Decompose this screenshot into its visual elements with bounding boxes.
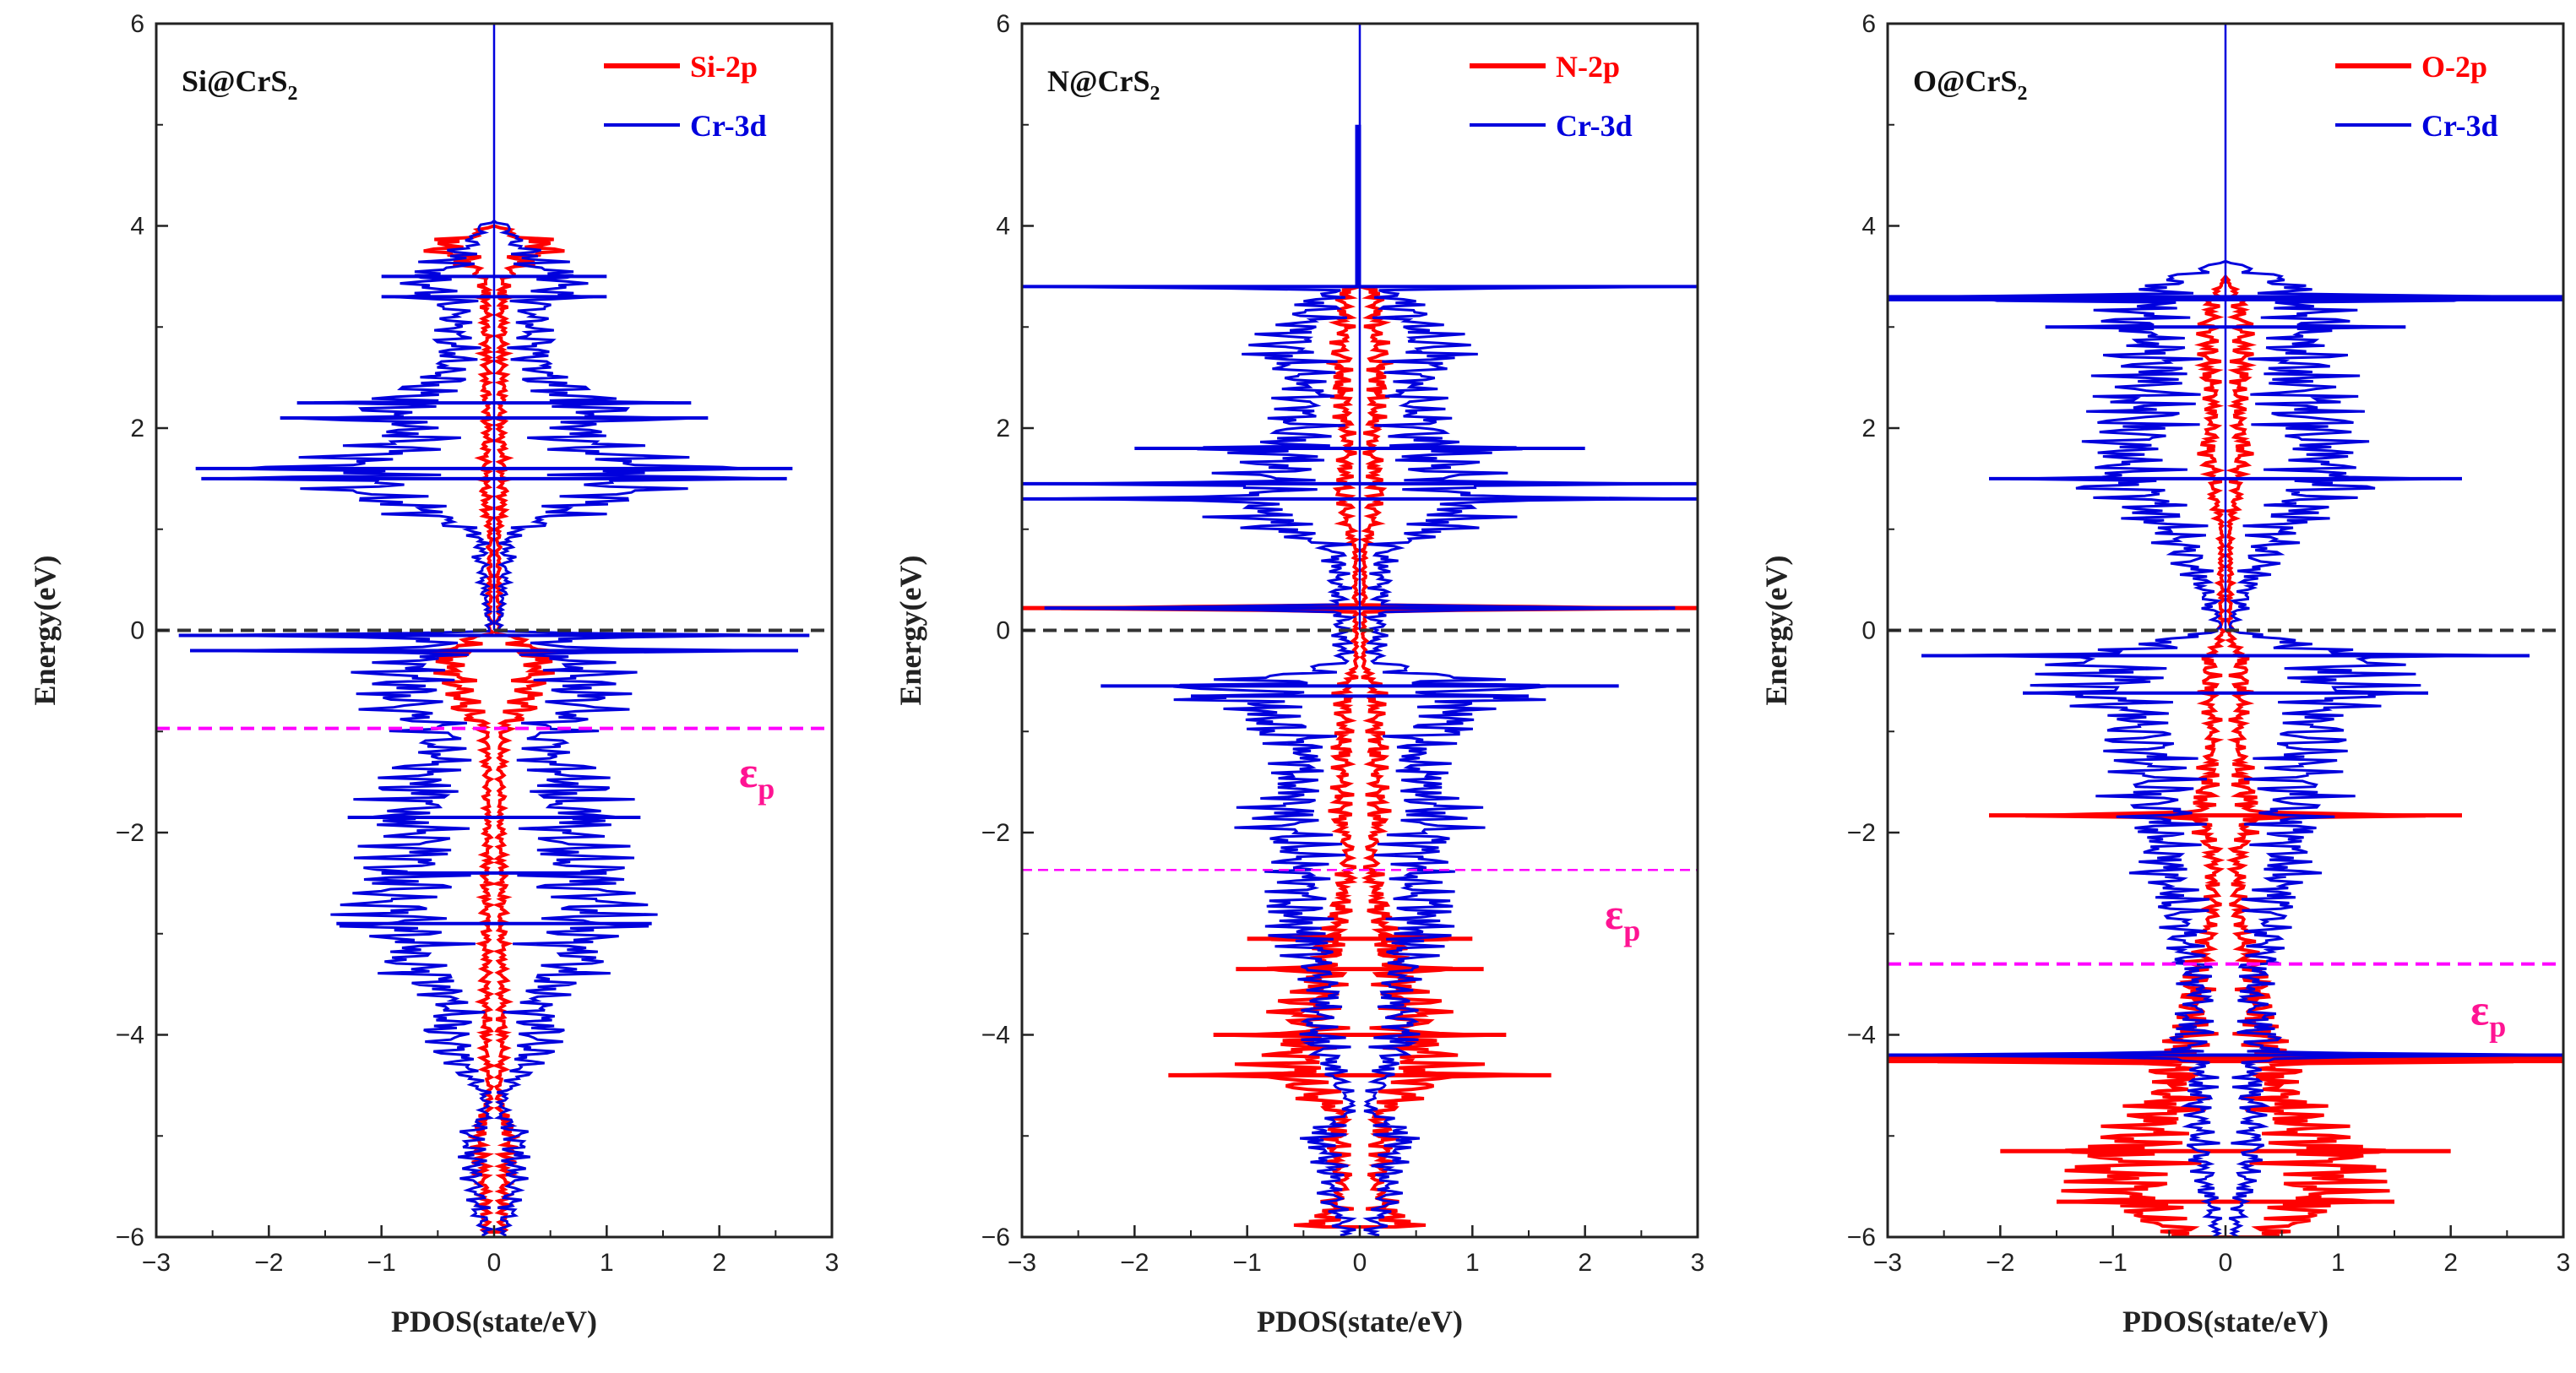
y-tick-label: 6 bbox=[996, 10, 1010, 38]
x-tick-label: 0 bbox=[2219, 1249, 2233, 1277]
x-tick-label: −1 bbox=[2099, 1249, 2128, 1277]
y-axis-title: Energy(eV) bbox=[1759, 556, 1793, 706]
x-tick-label: 0 bbox=[487, 1249, 502, 1277]
x-tick-label: 0 bbox=[1353, 1249, 1367, 1277]
legend-label-1: N-2p bbox=[1556, 50, 1620, 84]
y-tick-label: 4 bbox=[1861, 213, 1876, 241]
x-tick-label: −2 bbox=[1120, 1249, 1149, 1277]
x-tick-label: 3 bbox=[1691, 1249, 1705, 1277]
x-tick-label: 3 bbox=[2557, 1249, 2571, 1277]
x-tick-label: −3 bbox=[1008, 1249, 1036, 1277]
y-tick-label: 4 bbox=[130, 213, 144, 241]
x-tick-label: −2 bbox=[254, 1249, 283, 1277]
y-tick-label: 2 bbox=[996, 415, 1010, 442]
x-tick-label: −3 bbox=[142, 1249, 171, 1277]
band-center-label: εp bbox=[739, 749, 774, 806]
x-tick-label: −2 bbox=[1986, 1249, 2014, 1277]
x-tick-label: −1 bbox=[1233, 1249, 1262, 1277]
y-tick-label: −4 bbox=[1847, 1022, 1876, 1050]
legend-label-2: Cr-3d bbox=[1556, 109, 1633, 143]
x-tick-label: 1 bbox=[2331, 1249, 2345, 1277]
y-tick-label: 0 bbox=[130, 617, 144, 645]
y-tick-label: −2 bbox=[981, 819, 1010, 847]
panel-3: εp −3 −2 −1 0 1 2 3 −6 −4 −2 0 2 4 6 PDOS(state/eV) Ener… bbox=[1759, 10, 2570, 1338]
legend-label-1: Si-2p bbox=[690, 50, 758, 84]
x-tick-label: 2 bbox=[712, 1249, 726, 1277]
series-cr-3d bbox=[1889, 259, 2562, 1237]
y-tick-label: 2 bbox=[130, 415, 144, 442]
legend-label-1: O-2p bbox=[2421, 50, 2487, 84]
panel-title: Si@CrS2 bbox=[182, 64, 298, 105]
y-tick-label: 0 bbox=[1861, 617, 1876, 645]
x-tick-label: −1 bbox=[367, 1249, 396, 1277]
x-tick-label: 2 bbox=[2443, 1249, 2458, 1277]
series-cr-3d bbox=[1022, 285, 1698, 1237]
y-tick-label: −2 bbox=[116, 819, 144, 847]
x-tick-label: 1 bbox=[600, 1249, 614, 1277]
y-tick-label: −4 bbox=[981, 1022, 1010, 1050]
y-tick-label: −6 bbox=[116, 1224, 144, 1251]
band-center-label: εp bbox=[2470, 987, 2506, 1044]
series-cr-3d bbox=[207, 219, 781, 1237]
plot-area bbox=[1022, 24, 1698, 1237]
y-tick-label: −6 bbox=[981, 1224, 1010, 1251]
x-tick-label: 2 bbox=[1578, 1249, 1592, 1277]
y-tick-label: −4 bbox=[116, 1022, 144, 1050]
plot-area bbox=[178, 24, 810, 1237]
y-axis-title: Energy(eV) bbox=[28, 556, 62, 706]
y-axis-title: Energy(eV) bbox=[894, 556, 927, 706]
series-si-2p bbox=[423, 224, 565, 1234]
y-tick-label: −2 bbox=[1847, 819, 1876, 847]
panel-2: εp −3 −2 −1 0 1 2 3 −6 −4 −2 0 2 4 6 PDOS(state/eV) Ener… bbox=[894, 10, 1704, 1338]
y-tick-label: 6 bbox=[1861, 10, 1876, 38]
panel-title: N@CrS2 bbox=[1047, 64, 1160, 105]
plot-area bbox=[1888, 24, 2563, 1237]
y-tick-label: −6 bbox=[1847, 1224, 1876, 1251]
x-axis-title: PDOS(state/eV) bbox=[1257, 1305, 1463, 1338]
y-tick-label: 4 bbox=[996, 213, 1010, 241]
y-tick-label: 0 bbox=[996, 617, 1010, 645]
x-tick-label: −3 bbox=[1873, 1249, 1902, 1277]
panel-title: O@CrS2 bbox=[1913, 64, 2028, 105]
x-tick-label: 1 bbox=[1465, 1249, 1480, 1277]
band-center-label: εp bbox=[1605, 891, 1640, 947]
x-axis-title: PDOS(state/eV) bbox=[2122, 1305, 2329, 1338]
x-axis-title: PDOS(state/eV) bbox=[391, 1305, 597, 1338]
panel-1: εp −3 −2 −1 0 1 2 3 −6 −4 −2 0 2 4 6 PDOS(state/eV) Ener… bbox=[28, 10, 839, 1338]
y-tick-label: 2 bbox=[1861, 415, 1876, 442]
legend-label-2: Cr-3d bbox=[690, 109, 767, 143]
x-tick-label: 3 bbox=[825, 1249, 840, 1277]
legend-label-2: Cr-3d bbox=[2421, 109, 2498, 143]
y-tick-label: 6 bbox=[130, 10, 144, 38]
